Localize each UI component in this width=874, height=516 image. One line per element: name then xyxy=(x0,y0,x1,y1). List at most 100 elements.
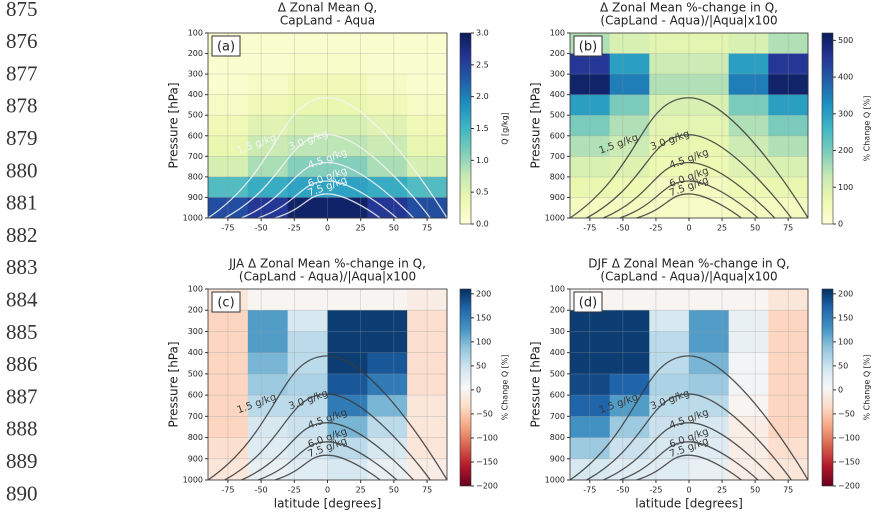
y-tick-label: 300 xyxy=(188,70,203,79)
heatmap-cell xyxy=(768,395,809,417)
chart-title: Δ Zonal Mean %-change in Q, xyxy=(600,1,778,15)
heatmap-cell xyxy=(367,176,408,198)
heatmap-cell xyxy=(649,53,690,75)
heatmap-cell xyxy=(367,373,408,396)
x-tick-label: 75 xyxy=(783,486,793,495)
heatmap-cell xyxy=(327,135,368,157)
y-tick-label: 900 xyxy=(188,193,203,202)
heatmap-cell xyxy=(367,74,408,96)
heatmap-cell xyxy=(768,310,809,332)
y-tick-label: 900 xyxy=(188,454,203,463)
colorbar-tick-label: 150 xyxy=(838,313,853,322)
x-tick-label: 75 xyxy=(422,486,432,495)
heatmap-cell xyxy=(407,135,448,157)
heatmap-cell xyxy=(407,94,448,116)
heatmap-cell xyxy=(287,197,328,219)
heatmap-cell xyxy=(689,310,730,332)
heatmap-cell xyxy=(327,53,368,75)
heatmap-cell xyxy=(570,94,611,116)
heatmap-cell xyxy=(327,331,368,354)
heatmap-cell xyxy=(728,352,769,375)
heatmap-cell xyxy=(649,289,690,311)
heatmap-cell xyxy=(728,395,769,417)
x-tick-label: -75 xyxy=(221,486,234,495)
line-number: 888 xyxy=(6,417,38,441)
colorbar-tick-label: 50 xyxy=(476,361,486,370)
colorbar-tick-label: 200 xyxy=(838,289,853,298)
line-number: 877 xyxy=(6,61,38,85)
colorbar-tick-label: 0.0 xyxy=(476,220,489,229)
y-tick-label: 700 xyxy=(550,412,565,421)
x-tick-label: 25 xyxy=(356,224,366,233)
heatmap-cell xyxy=(609,458,650,481)
plot-frame xyxy=(207,32,448,219)
x-tick-label: 50 xyxy=(750,224,760,233)
x-tick-label: 50 xyxy=(389,224,399,233)
heatmap-cell xyxy=(689,74,730,96)
y-tick-label: 300 xyxy=(550,327,565,336)
y-tick-label: 100 xyxy=(188,29,203,38)
y-tick-label: 800 xyxy=(550,172,565,181)
y-tick-label: 600 xyxy=(550,131,565,140)
colorbar-tick-label: 300 xyxy=(838,109,853,118)
heatmap-cell xyxy=(407,352,448,375)
contour-line xyxy=(257,180,398,219)
heatmap-cell xyxy=(728,74,769,96)
heatmap-cell xyxy=(208,197,249,219)
contour-line xyxy=(603,161,776,219)
contour-line xyxy=(636,454,742,481)
heatmap-cell xyxy=(287,74,328,96)
heatmap-cell xyxy=(287,331,328,354)
heatmap-cell xyxy=(570,197,611,219)
heatmap-cell xyxy=(208,115,249,137)
heatmap-cell xyxy=(247,53,289,75)
heatmap-cell xyxy=(768,74,809,96)
heatmap-cell xyxy=(768,115,809,137)
heatmap-cell xyxy=(208,310,249,332)
heatmap-cell xyxy=(287,395,328,417)
heatmap-cell xyxy=(570,373,611,396)
heatmap-cell xyxy=(649,373,690,396)
heatmap-cell xyxy=(327,115,368,137)
heatmap-cell xyxy=(208,458,249,481)
heatmap-cell xyxy=(609,197,650,219)
line-number: 879 xyxy=(6,126,38,150)
colorbar-tick-label: −200 xyxy=(838,482,860,491)
contour-line xyxy=(224,393,431,481)
heatmap-cell xyxy=(649,310,690,332)
heatmap-cell xyxy=(247,352,289,375)
x-tick-label: -25 xyxy=(649,224,662,233)
colorbar-tick-label: 500 xyxy=(838,36,853,45)
heatmap-cell xyxy=(287,33,328,55)
x-tick-label: 0 xyxy=(686,486,691,495)
x-tick-label: -50 xyxy=(616,224,629,233)
line-number: 890 xyxy=(6,481,38,505)
plot-frame xyxy=(569,32,809,219)
heatmap-cell xyxy=(407,310,448,332)
y-tick-label: 800 xyxy=(188,172,203,181)
heatmap-cell xyxy=(609,135,650,157)
line-number: 875 xyxy=(6,0,38,21)
y-tick-label: 900 xyxy=(550,454,565,463)
heatmap-cell xyxy=(609,289,650,311)
heatmap-cell xyxy=(247,94,289,116)
x-tick-label: 25 xyxy=(356,486,366,495)
x-tick-label: -50 xyxy=(255,486,268,495)
contour-line xyxy=(619,180,759,219)
heatmap-cell xyxy=(208,416,249,439)
line-number: 886 xyxy=(6,352,38,376)
heatmap-cell xyxy=(367,94,408,116)
colorbar-tick-label: −50 xyxy=(476,409,493,418)
heatmap-cell xyxy=(570,310,611,332)
heatmap-cell xyxy=(689,395,730,417)
y-axis-label: Pressure [hPa] xyxy=(167,82,181,168)
colorbar-label: % Change Q [%] xyxy=(501,355,510,421)
heatmap-cell xyxy=(247,395,289,417)
y-tick-label: 700 xyxy=(550,152,565,161)
heatmap-cell xyxy=(367,310,408,332)
heatmap-cell xyxy=(609,115,650,137)
heatmap-cell xyxy=(609,352,650,375)
heatmap-cell xyxy=(728,156,769,178)
colorbar-tick-label: 100 xyxy=(476,337,491,346)
heatmap-cell xyxy=(247,289,289,311)
